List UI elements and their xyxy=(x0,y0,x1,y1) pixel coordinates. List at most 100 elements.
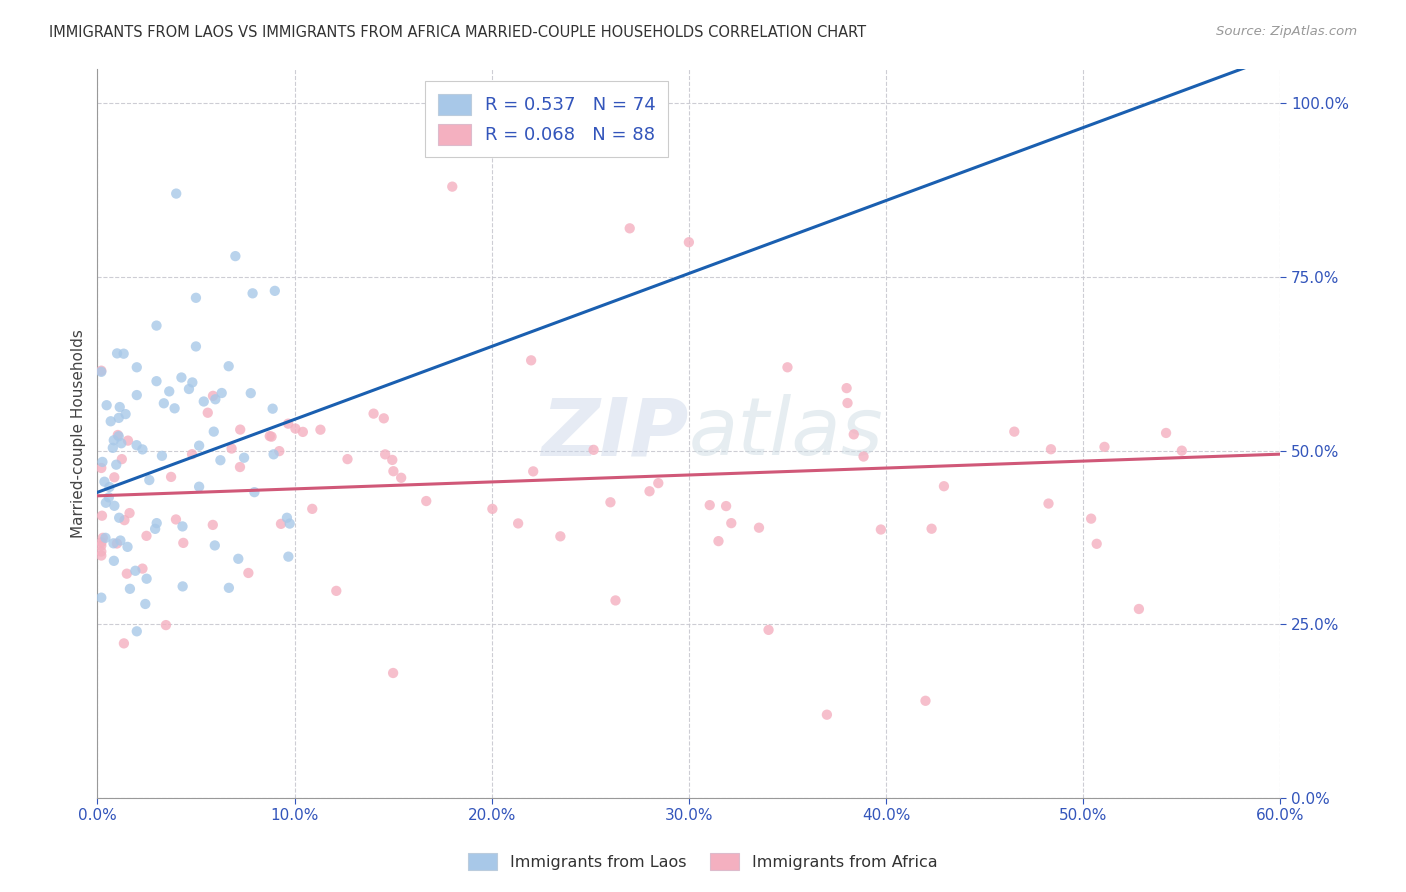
Point xyxy=(599,495,621,509)
Point xyxy=(221,442,243,456)
Point xyxy=(125,438,148,452)
Point xyxy=(90,535,112,549)
Point xyxy=(181,447,204,461)
Point xyxy=(184,291,207,305)
Point xyxy=(118,506,141,520)
Point xyxy=(758,623,780,637)
Point xyxy=(134,597,156,611)
Point xyxy=(336,452,359,467)
Point xyxy=(921,522,943,536)
Point xyxy=(172,536,194,550)
Point xyxy=(145,318,167,333)
Point xyxy=(389,471,412,485)
Point xyxy=(276,510,298,524)
Point xyxy=(143,522,166,536)
Point xyxy=(269,444,291,458)
Point xyxy=(124,564,146,578)
Point xyxy=(1171,443,1194,458)
Point xyxy=(165,512,187,526)
Point xyxy=(90,549,112,563)
Point xyxy=(815,707,838,722)
Point xyxy=(381,453,404,467)
Point xyxy=(239,386,262,401)
Text: Source: ZipAtlas.com: Source: ZipAtlas.com xyxy=(1216,25,1357,38)
Point xyxy=(188,480,211,494)
Point xyxy=(262,401,284,416)
Point xyxy=(188,439,211,453)
Point xyxy=(263,447,285,461)
Text: ZIP: ZIP xyxy=(541,394,689,472)
Point xyxy=(115,566,138,581)
Point xyxy=(201,517,224,532)
Point xyxy=(1038,497,1060,511)
Point xyxy=(172,519,194,533)
Point xyxy=(90,539,112,553)
Legend: Immigrants from Laos, Immigrants from Africa: Immigrants from Laos, Immigrants from Af… xyxy=(463,847,943,877)
Point xyxy=(748,521,770,535)
Point xyxy=(382,464,405,478)
Point xyxy=(150,449,173,463)
Point xyxy=(157,384,180,399)
Point xyxy=(160,470,183,484)
Point xyxy=(242,286,264,301)
Point xyxy=(1002,425,1025,439)
Point xyxy=(870,523,893,537)
Point xyxy=(218,581,240,595)
Point xyxy=(165,186,187,201)
Point xyxy=(382,665,405,680)
Point xyxy=(103,536,125,550)
Point xyxy=(125,624,148,639)
Point xyxy=(184,339,207,353)
Point xyxy=(1080,511,1102,525)
Point xyxy=(842,427,865,442)
Point xyxy=(1154,425,1177,440)
Point xyxy=(278,516,301,531)
Point xyxy=(131,442,153,457)
Point xyxy=(98,480,121,494)
Point xyxy=(835,381,858,395)
Point xyxy=(441,179,464,194)
Point xyxy=(97,491,120,505)
Point xyxy=(100,414,122,428)
Point xyxy=(270,516,292,531)
Point xyxy=(776,360,799,375)
Point xyxy=(582,442,605,457)
Point xyxy=(103,499,125,513)
Point xyxy=(218,359,240,374)
Point xyxy=(415,494,437,508)
Point xyxy=(107,428,129,442)
Point xyxy=(852,450,875,464)
Point xyxy=(374,447,396,461)
Point xyxy=(163,401,186,416)
Point xyxy=(260,430,283,444)
Point xyxy=(181,376,204,390)
Point xyxy=(155,618,177,632)
Point xyxy=(93,475,115,489)
Point xyxy=(117,540,139,554)
Point xyxy=(229,460,252,475)
Point xyxy=(96,398,118,412)
Point xyxy=(131,561,153,575)
Point xyxy=(238,566,260,580)
Point xyxy=(103,434,125,448)
Point xyxy=(226,551,249,566)
Point xyxy=(204,392,226,407)
Point xyxy=(932,479,955,493)
Point xyxy=(720,516,742,530)
Point xyxy=(309,423,332,437)
Point xyxy=(647,476,669,491)
Point xyxy=(91,508,114,523)
Point xyxy=(103,470,125,484)
Point xyxy=(108,400,131,414)
Point xyxy=(90,364,112,378)
Point xyxy=(177,382,200,396)
Legend: R = 0.537   N = 74, R = 0.068   N = 88: R = 0.537 N = 74, R = 0.068 N = 88 xyxy=(426,81,668,157)
Point xyxy=(108,510,131,524)
Point xyxy=(193,394,215,409)
Point xyxy=(118,582,141,596)
Point xyxy=(638,484,661,499)
Point xyxy=(243,485,266,500)
Point xyxy=(90,365,112,379)
Text: IMMIGRANTS FROM LAOS VS IMMIGRANTS FROM AFRICA MARRIED-COUPLE HOUSEHOLDS CORRELA: IMMIGRANTS FROM LAOS VS IMMIGRANTS FROM … xyxy=(49,25,866,40)
Point xyxy=(125,388,148,402)
